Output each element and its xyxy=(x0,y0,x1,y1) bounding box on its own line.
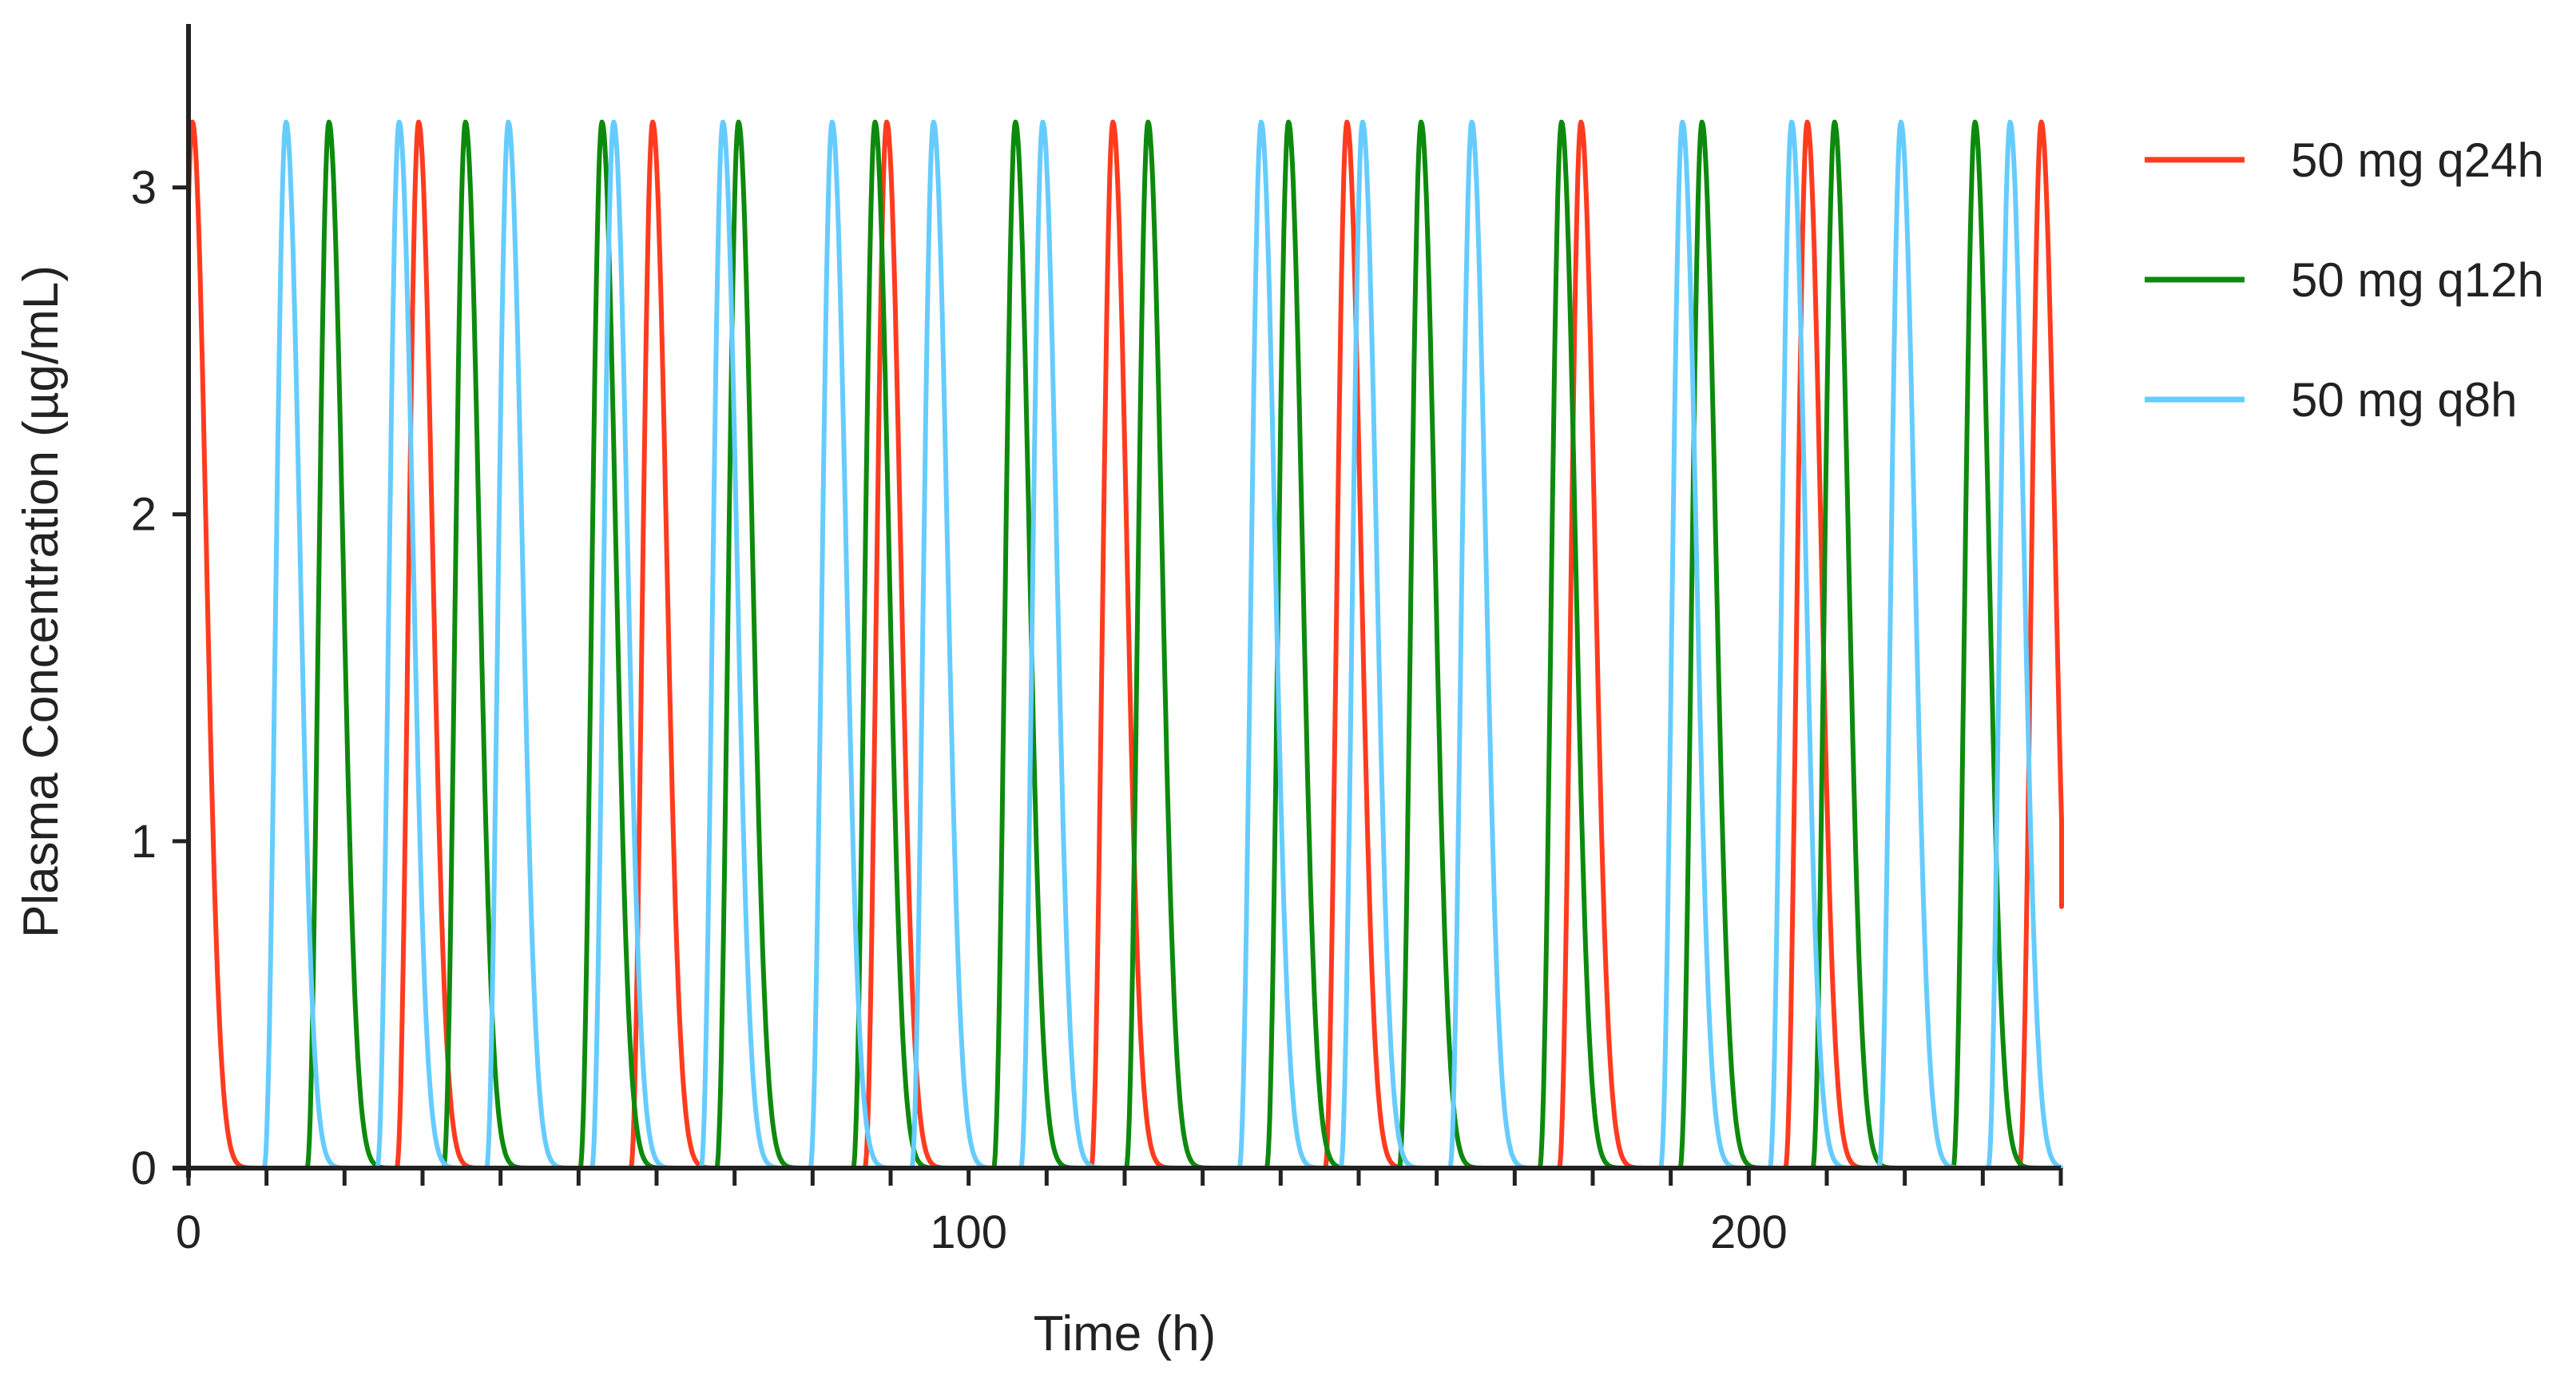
series-lines xyxy=(186,119,2064,1170)
y-tick-label: 1 xyxy=(131,816,157,868)
x-axis-title: Time (h) xyxy=(1034,1306,1216,1361)
axes: 0 100 200 0 1 2 3 xyxy=(131,24,2063,1258)
legend-label-2: 50 mg q12h xyxy=(2291,253,2544,307)
y-tick-label: 0 xyxy=(131,1143,157,1194)
x-tick-label: 0 xyxy=(176,1206,201,1258)
x-tick-label: 100 xyxy=(930,1206,1007,1258)
y-axis-title: Plasma Concentration (µg/mL) xyxy=(14,265,69,938)
x-tick-label: 200 xyxy=(1710,1206,1788,1258)
y-tick-label: 3 xyxy=(131,162,157,214)
legend-label-1: 50 mg q24h xyxy=(2291,133,2544,187)
legend: 50 mg q24h 50 mg q12h 50 mg q8h xyxy=(2145,133,2544,427)
legend-label-3: 50 mg q8h xyxy=(2291,373,2518,427)
series-line-3 xyxy=(186,119,2063,1170)
y-tick-label: 2 xyxy=(131,489,157,541)
